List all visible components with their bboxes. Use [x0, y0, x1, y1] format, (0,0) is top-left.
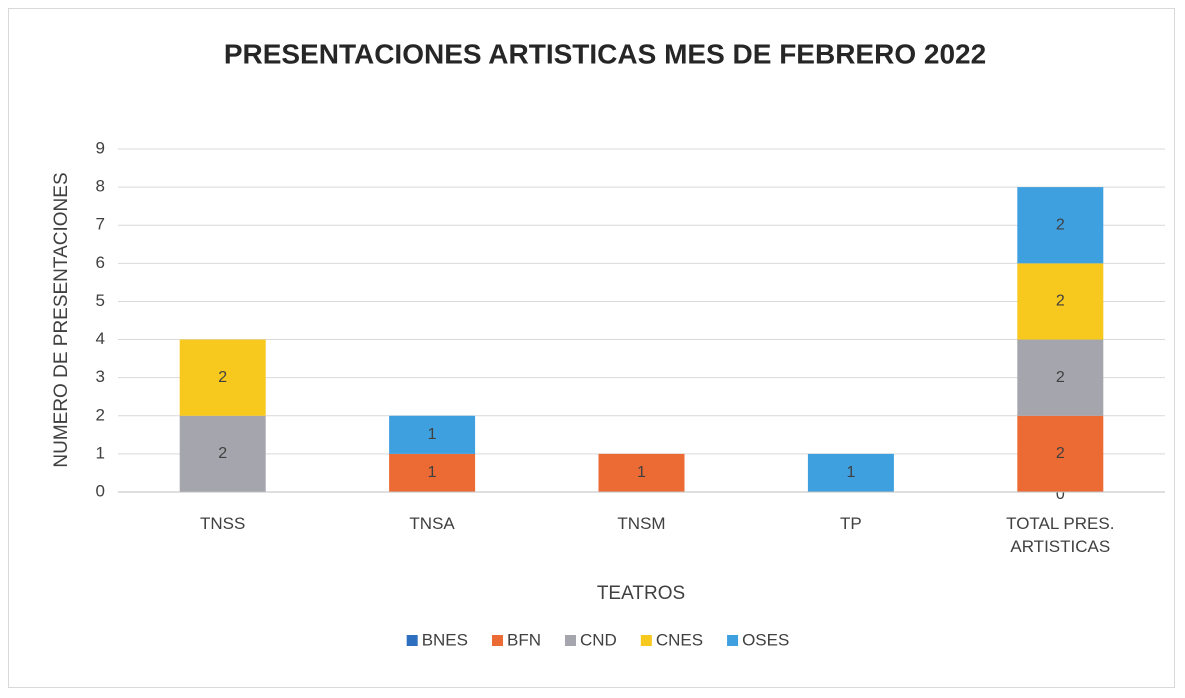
x-axis-title: TEATROS [597, 583, 685, 604]
data-label: 1 [428, 464, 437, 481]
data-label: 2 [1056, 369, 1065, 386]
x-tick-label: TP [840, 514, 862, 533]
y-tick-label: 0 [96, 481, 105, 500]
legend-swatch [564, 635, 576, 646]
bar-segment [1017, 339, 1104, 416]
y-axis-title: NUMERO DE PRESENTACIONES [51, 172, 72, 467]
y-tick-label: 5 [96, 291, 105, 310]
y-tick-label: 1 [96, 443, 105, 462]
bar-segment [389, 453, 476, 492]
data-label: 2 [218, 445, 227, 462]
legend-label: OSES [742, 630, 789, 649]
x-tick-label: TNSM [617, 514, 666, 533]
data-label: 2 [1056, 216, 1065, 233]
y-tick-label: 6 [96, 253, 105, 272]
legend-swatch [491, 635, 503, 646]
bar-segment [179, 339, 266, 416]
y-tick-label: 2 [96, 405, 105, 424]
data-label: 2 [218, 369, 227, 386]
chart-frame [8, 8, 1175, 688]
legend-label: CND [580, 630, 617, 649]
bar-segment [1017, 263, 1104, 340]
y-tick-label: 7 [96, 215, 105, 234]
bar-segment [807, 453, 894, 492]
legend-swatch [640, 635, 652, 646]
x-tick-label: TNSS [200, 514, 246, 533]
legend-swatch [406, 635, 418, 646]
bar-segment [598, 453, 685, 492]
legend: BNES BFN CND CNES OSES [406, 630, 789, 649]
x-tick-label: TNSA [409, 514, 455, 533]
bar-segment [179, 415, 266, 492]
legend-label: BFN [507, 630, 541, 649]
data-label: 2 [1056, 293, 1065, 310]
y-tick-label: 8 [96, 177, 105, 196]
x-tick-label: TOTAL PRES. ARTISTICAS [1006, 514, 1115, 556]
bar-segment [389, 415, 476, 454]
y-tick-label: 3 [96, 367, 105, 386]
y-tick-label: 9 [96, 138, 105, 157]
legend-swatch [727, 635, 739, 646]
bar-segment [1017, 415, 1104, 492]
data-label: 2 [1056, 445, 1065, 462]
legend-label: BNES [422, 630, 468, 649]
y-tick-label: 4 [96, 329, 105, 348]
chart-title: PRESENTACIONES ARTISTICAS MES DE FEBRERO… [224, 38, 986, 69]
bar-segment [1017, 187, 1104, 264]
data-label: 1 [428, 426, 437, 443]
data-label: 0 [1056, 486, 1065, 503]
data-label: 1 [846, 464, 855, 481]
data-label: 1 [637, 464, 646, 481]
legend-label: CNES [656, 630, 703, 649]
